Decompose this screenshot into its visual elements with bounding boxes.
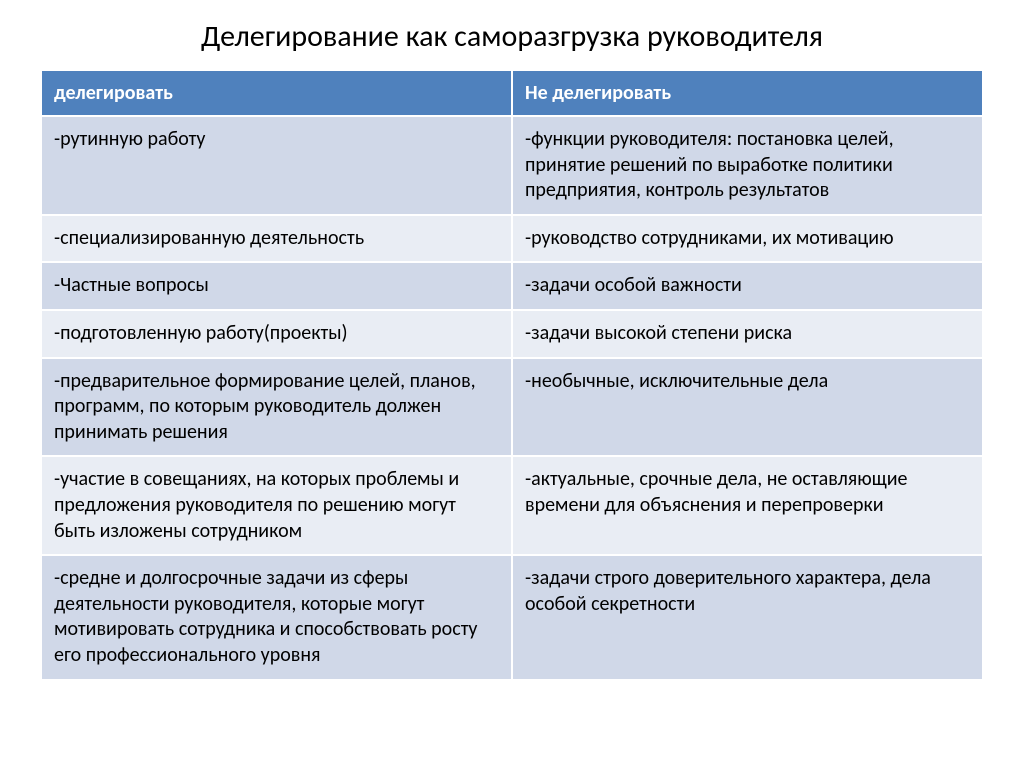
cell-not-delegate: -функции руководителя: постановка целей,… [512,116,983,215]
cell-not-delegate: -задачи высокой степени риска [512,310,983,358]
cell-delegate: -специализированную деятельность [41,215,512,263]
table-row: -специализированную деятельность -руково… [41,215,983,263]
slide: Делегирование как саморазгрузка руководи… [0,0,1024,767]
cell-not-delegate: -необычные, исключительные дела [512,358,983,457]
cell-not-delegate: -актуальные, срочные дела, не оставляющи… [512,456,983,555]
cell-delegate: -рутинную работу [41,116,512,215]
table-row: -предварительное формирование целей, пла… [41,358,983,457]
col-not-delegate-header: Не делегировать [512,70,983,116]
cell-not-delegate: -руководство сотрудниками, их мотивацию [512,215,983,263]
cell-delegate: -средне и долгосрочные задачи из сферы д… [41,555,512,679]
col-delegate-header: делегировать [41,70,512,116]
cell-delegate: -Частные вопросы [41,262,512,310]
slide-title: Делегирование как саморазгрузка руководи… [40,18,984,55]
table-header-row: делегировать Не делегировать [41,70,983,116]
cell-not-delegate: -задачи особой важности [512,262,983,310]
table-row: -участие в совещаниях, на которых пробле… [41,456,983,555]
delegation-table: делегировать Не делегировать -рутинную р… [40,69,984,681]
cell-delegate: -предварительное формирование целей, пла… [41,358,512,457]
cell-delegate: -подготовленную работу(проекты) [41,310,512,358]
cell-not-delegate: -задачи строго доверительного характера,… [512,555,983,679]
table-row: -рутинную работу -функции руководителя: … [41,116,983,215]
table-row: -Частные вопросы -задачи особой важности [41,262,983,310]
table-row: -подготовленную работу(проекты) -задачи … [41,310,983,358]
table-row: -средне и долгосрочные задачи из сферы д… [41,555,983,679]
cell-delegate: -участие в совещаниях, на которых пробле… [41,456,512,555]
